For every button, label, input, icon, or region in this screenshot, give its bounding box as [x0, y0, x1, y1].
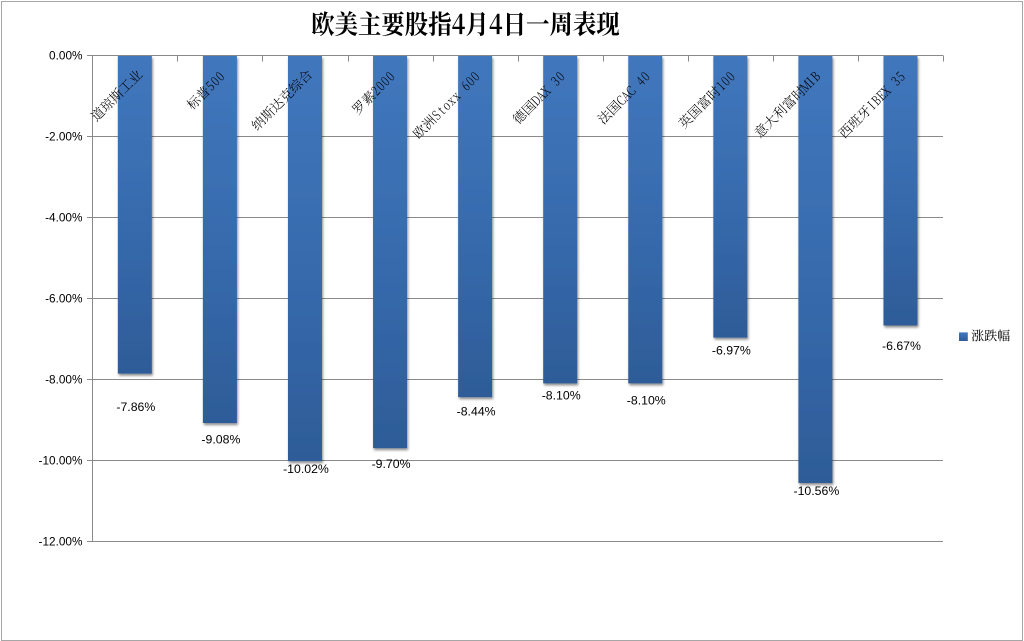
svg-text:-8.44%: -8.44%	[457, 405, 496, 419]
svg-text:-8.10%: -8.10%	[542, 388, 581, 402]
svg-text:-12.00%: -12.00%	[39, 535, 83, 549]
svg-text:-9.08%: -9.08%	[201, 432, 240, 446]
svg-text:-6.97%: -6.97%	[712, 344, 751, 358]
svg-text:-9.70%: -9.70%	[372, 457, 411, 471]
svg-text:-10.56%: -10.56%	[793, 484, 839, 498]
svg-text:-6.67%: -6.67%	[882, 339, 921, 353]
svg-text:-10.02%: -10.02%	[283, 462, 329, 476]
svg-text:-2.00%: -2.00%	[45, 130, 83, 144]
svg-text:-7.86%: -7.86%	[116, 400, 155, 414]
svg-text:0.00%: 0.00%	[49, 49, 83, 63]
svg-text:-8.10%: -8.10%	[627, 394, 666, 408]
svg-text:-4.00%: -4.00%	[45, 211, 83, 225]
svg-text:-8.00%: -8.00%	[45, 373, 83, 387]
svg-text:-6.00%: -6.00%	[45, 292, 83, 306]
svg-text:-10.00%: -10.00%	[39, 454, 83, 468]
